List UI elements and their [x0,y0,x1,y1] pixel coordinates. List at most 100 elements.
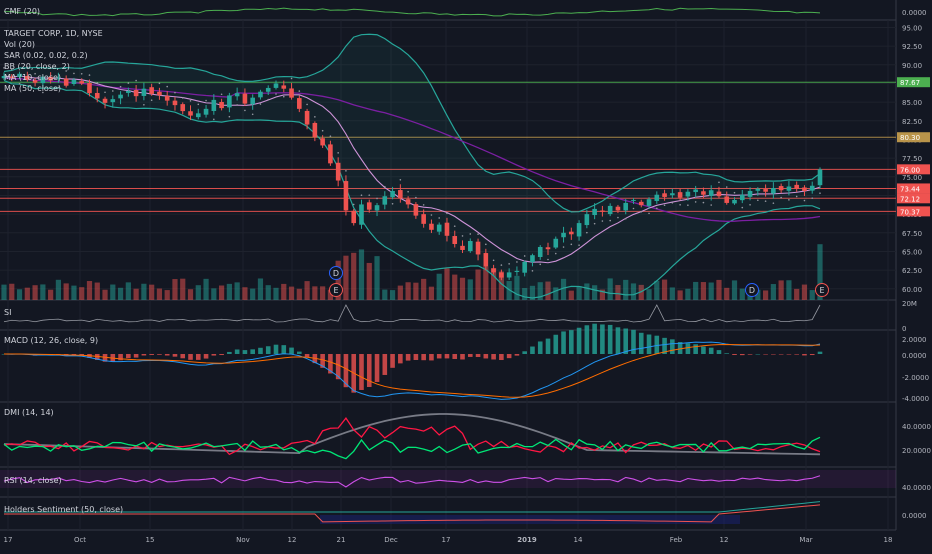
candle-body [149,87,154,94]
macd-histogram-bar [157,354,162,355]
macd-histogram-bar [382,354,388,375]
volume-bar [794,288,800,300]
macd-histogram-bar [421,354,426,361]
sentiment-teal-line [4,501,821,513]
volume-bar [763,290,769,300]
candle-body [809,185,815,191]
sar-dot [368,194,371,196]
volume-bar [638,284,644,300]
sar-dot [609,219,611,222]
macd-histogram-bar [118,354,123,361]
sar-dot [80,73,83,75]
candle-body [203,108,209,115]
candle-body [600,210,605,212]
price-tick-label: 82.50 [902,118,922,126]
sar-dot [213,118,215,121]
macd-histogram-bar [444,354,450,359]
macd-histogram-bar [739,354,745,356]
volume-bar [296,288,302,300]
sar-dot [640,211,643,213]
candle-body [281,85,287,89]
volume-bar [576,286,582,300]
sar-dot [166,85,168,88]
candle-body [17,73,22,77]
sar-dot [337,152,339,154]
dmi-pane [3,413,821,460]
volume-bar [366,262,372,300]
candle-body [569,231,574,235]
chart-title: TARGET CORP, 1D, NYSE [3,29,103,38]
candle-body [273,83,279,88]
sar-dot [26,66,29,69]
macd-histogram-bar [670,339,675,354]
time-tick-label: 12 [720,536,729,544]
macd-histogram-bar [195,354,201,360]
macd-histogram-bar [553,334,559,354]
volume-bar [312,286,318,300]
sar-dot [158,82,161,85]
volume-bar [24,287,30,300]
macd-histogram-bar [227,351,232,354]
macd-histogram-bar [506,354,512,359]
volume-bar [685,288,691,300]
macd-histogram-bar [708,347,714,354]
candle-body [724,196,730,203]
time-axis[interactable]: 17 Oct 15 Nov 12 21 Dec 17 2019 14 Feb 12 Mar 18 [4,536,893,544]
sar-dot [656,207,658,210]
macd-histogram-bar [569,330,574,354]
candle-body [623,202,629,211]
volume-bar [669,287,675,300]
time-tick-label: 17 [442,536,451,544]
candle-body [677,192,683,198]
sar-dot [197,103,200,106]
sar-dot [329,135,332,138]
pane-title-macd: MACD (12, 26, close, 9) [4,336,98,345]
candle-body [771,188,776,194]
sar-dot [306,103,308,106]
macd-histogram-bar [817,351,823,354]
macd-histogram-bar [436,354,442,359]
sar-dot [523,255,526,257]
price-axis[interactable]: 95.0092.5090.0087.5085.0082.5080.0077.50… [897,9,931,520]
sar-dot [181,97,184,99]
volume-bar [421,278,427,300]
volume-bar [327,289,333,300]
macd-histogram-bar [607,324,613,354]
sar-dot [34,72,36,75]
macd-histogram-bar [460,354,465,360]
sar-dot [694,201,697,203]
macd-histogram-bar [172,354,178,357]
volume-bar [265,285,271,300]
sar-dot [391,202,394,205]
event-marker-label: E [819,286,824,295]
macd-histogram-bar [133,354,139,358]
volume-bar [568,290,574,300]
legend-ma10: MA (10, close) [4,73,61,82]
sar-dot [205,99,207,102]
pane-tick-label: 20.0000 [902,447,931,455]
sar-dot [314,116,316,118]
sar-dot [96,82,99,84]
volume-bar [180,278,186,300]
candle-body [483,253,489,267]
macd-histogram-bar [600,324,605,354]
volume-bar [646,289,652,300]
volume-bar [506,281,512,300]
macd-histogram-bar [343,354,349,388]
candle-body [9,76,15,79]
pane-title-dmi: DMI (14, 14) [4,408,54,417]
pane-tick-label: 0.0000 [902,352,927,360]
sar-dot [679,204,681,206]
macd-histogram-bar [164,354,170,356]
sar-dot [88,74,91,76]
candle-body [335,162,341,181]
price-tag-label: 80.30 [900,134,920,142]
macd-histogram-bar [188,354,193,360]
time-tick-label: Dec [384,536,398,544]
volume-bar [187,289,194,300]
candle-body [258,91,263,98]
sar-dot [819,192,821,194]
volume-bar [529,285,536,300]
macd-histogram-bar [677,342,683,354]
